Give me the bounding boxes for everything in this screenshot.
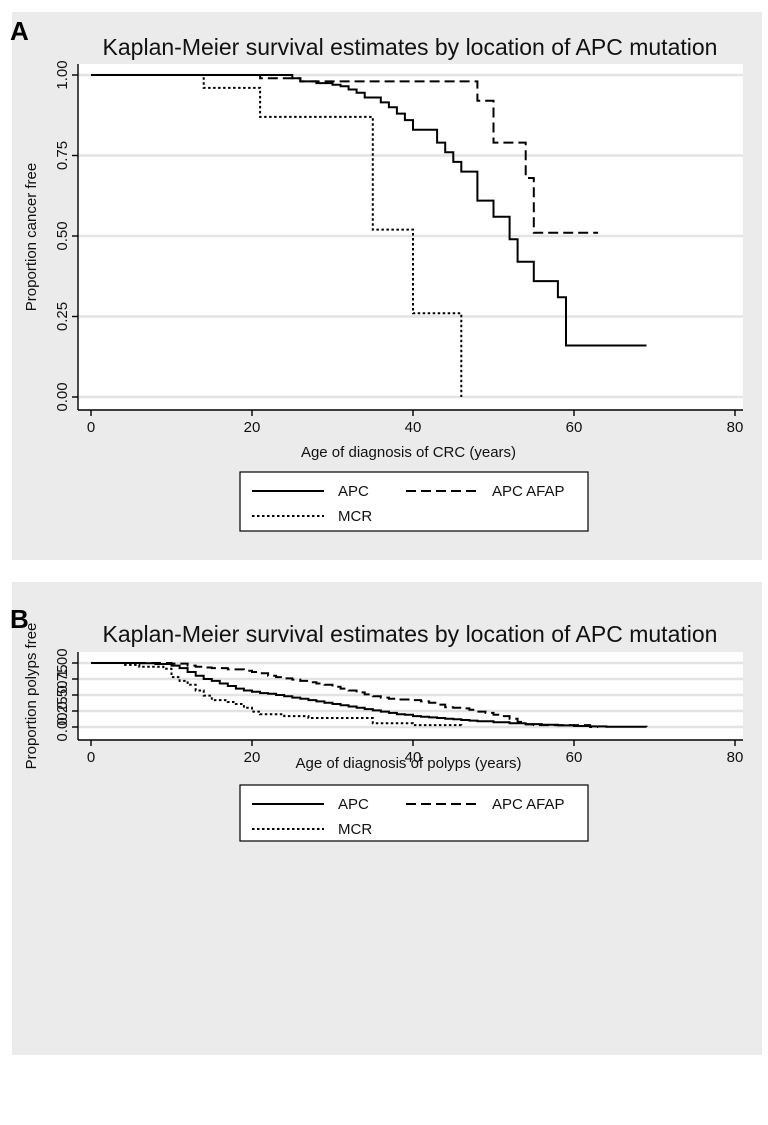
legend-label: APC AFAP <box>492 796 565 813</box>
y-tick-label: 0.00 <box>54 712 71 741</box>
panel-letter: B <box>10 604 29 634</box>
chart-panel-A: 0.00 0.25 0.50 0.75 1.00 0 20 40 60 80 Kaplan-Meie… <box>10 12 762 560</box>
y-tick-label: 0.50 <box>54 221 71 250</box>
x-tick-label: 60 <box>566 419 583 436</box>
legend-label: APC AFAP <box>492 483 565 500</box>
legend-label: APC <box>338 483 369 500</box>
series-line-apc <box>91 74 647 347</box>
legend-box <box>239 784 589 842</box>
y-tick-label: 0.75 <box>54 141 71 170</box>
x-tick-label: 20 <box>244 749 261 766</box>
y-axis-label: Proportion polyps free <box>23 623 40 770</box>
legend-label: MCR <box>338 508 372 525</box>
x-tick-label: 0 <box>87 749 95 766</box>
y-axis-label: Proportion cancer free <box>23 163 40 311</box>
legend: APC APC AFAP MCR <box>239 471 589 532</box>
series-line-mcr <box>91 74 463 397</box>
x-tick-label: 40 <box>405 419 422 436</box>
chart-title: Kaplan-Meier survival estimates by locat… <box>103 621 718 647</box>
x-tick-label: 60 <box>566 749 583 766</box>
x-axis-label: Age of diagnosis of polyps (years) <box>296 755 522 772</box>
x-tick-label: 80 <box>727 749 744 766</box>
legend: APC APC AFAP MCR <box>239 784 589 842</box>
legend-label: MCR <box>338 821 372 838</box>
panel-letter: A <box>10 16 29 46</box>
y-tick-label: 1.00 <box>54 60 71 89</box>
y-tick-label: 0.00 <box>54 382 71 411</box>
y-tick-label: 0.25 <box>54 696 71 725</box>
x-tick-label: 40 <box>405 749 422 766</box>
chart-title: Kaplan-Meier survival estimates by locat… <box>103 34 718 60</box>
series-line-mcr <box>91 662 463 727</box>
series-line-apc-afap <box>91 662 599 728</box>
x-axis-label: Age of diagnosis of CRC (years) <box>301 444 516 461</box>
x-tick-label: 20 <box>244 419 261 436</box>
series-line-apc <box>91 662 648 728</box>
series-line-apc-afap <box>91 74 599 234</box>
x-tick-label: 0 <box>87 419 95 436</box>
y-tick-label: 0.75 <box>54 664 71 693</box>
y-tick-label: 0.50 <box>54 680 71 709</box>
y-tick-label: 0.25 <box>54 302 71 331</box>
legend-label: APC <box>338 796 369 813</box>
y-tick-label: 1.00 <box>54 648 71 677</box>
chart-panel-B: 0.000.250.500.751.00 0 20 40 60 80 Kaplan-Meie… <box>10 582 762 1055</box>
legend-box <box>239 471 589 532</box>
x-tick-label: 80 <box>727 419 744 436</box>
